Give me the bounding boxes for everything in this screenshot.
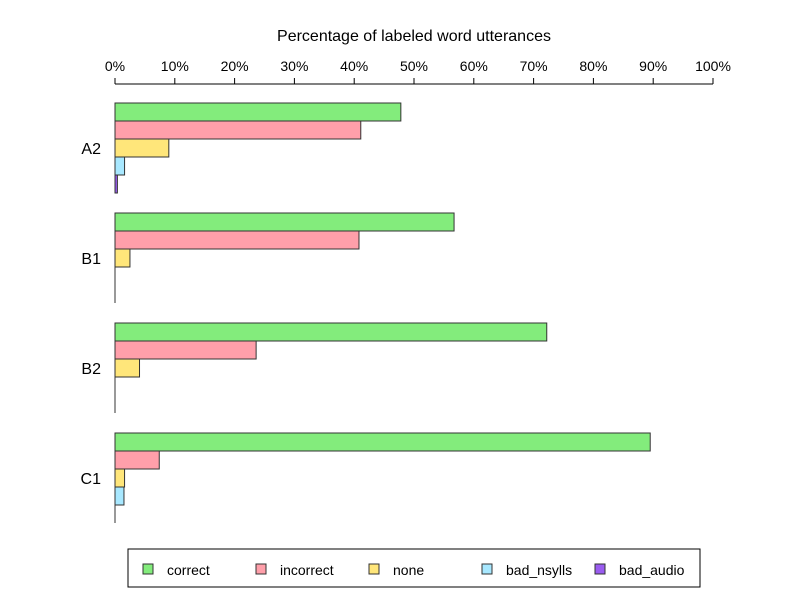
- category-label-b1: B1: [81, 251, 101, 268]
- legend-swatch-bad-audio: [594, 563, 606, 575]
- legend-label-incorrect: incorrect: [280, 562, 334, 578]
- x-tick-label: 50%: [400, 58, 428, 74]
- bars: [114, 102, 651, 523]
- bar-a2-correct: [114, 102, 402, 122]
- bar-b1-none: [114, 248, 131, 268]
- x-tick-label: 30%: [280, 58, 308, 74]
- x-tick-label: 100%: [695, 58, 731, 74]
- legend-swatch-incorrect: [255, 563, 267, 575]
- legend: correct incorrect none bad_nsylls bad_audio: [127, 548, 701, 588]
- bar-b2-none: [114, 358, 141, 378]
- bar-a2-none: [114, 138, 170, 158]
- category-labels: A2 B1 B2 C1: [81, 141, 102, 488]
- x-tick-label: 90%: [639, 58, 667, 74]
- legend-label-none: none: [393, 562, 424, 578]
- x-tick-label: 40%: [340, 58, 368, 74]
- bar-c1-incorrect: [114, 450, 160, 470]
- x-tick-label: 10%: [161, 58, 189, 74]
- legend-swatch-bad-nsylls: [481, 563, 493, 575]
- bar-b2-correct: [114, 322, 548, 342]
- x-tick-label: 60%: [460, 58, 488, 74]
- x-axis: 0% 10% 20% 30% 40% 50% 60% 70% 80% 90% 100%: [105, 58, 731, 85]
- legend-swatch-correct: [142, 563, 154, 575]
- x-tick-label: 20%: [221, 58, 249, 74]
- chart-title: Percentage of labeled word utterances: [277, 28, 551, 45]
- bar-c1-none: [114, 468, 126, 488]
- bar-b2-incorrect: [114, 340, 257, 360]
- x-tick-label: 70%: [520, 58, 548, 74]
- legend-label-bad-nsylls: bad_nsylls: [506, 562, 572, 578]
- x-tick-label: 80%: [579, 58, 607, 74]
- legend-swatch-none: [368, 563, 380, 575]
- bar-c1-correct: [114, 432, 651, 452]
- x-tick-label: 0%: [105, 58, 125, 74]
- bar-b1-correct: [114, 212, 455, 232]
- bar-a2-incorrect: [114, 120, 362, 140]
- bar-b1-incorrect: [114, 230, 360, 250]
- category-label-a2: A2: [81, 141, 101, 158]
- legend-label-correct: correct: [167, 562, 210, 578]
- category-label-c1: C1: [81, 471, 102, 488]
- legend-label-bad-audio: bad_audio: [619, 562, 685, 578]
- bar-a2-bad-nsylls: [114, 156, 126, 176]
- category-label-b2: B2: [81, 361, 101, 378]
- bar-c1-bad-nsylls: [114, 486, 125, 506]
